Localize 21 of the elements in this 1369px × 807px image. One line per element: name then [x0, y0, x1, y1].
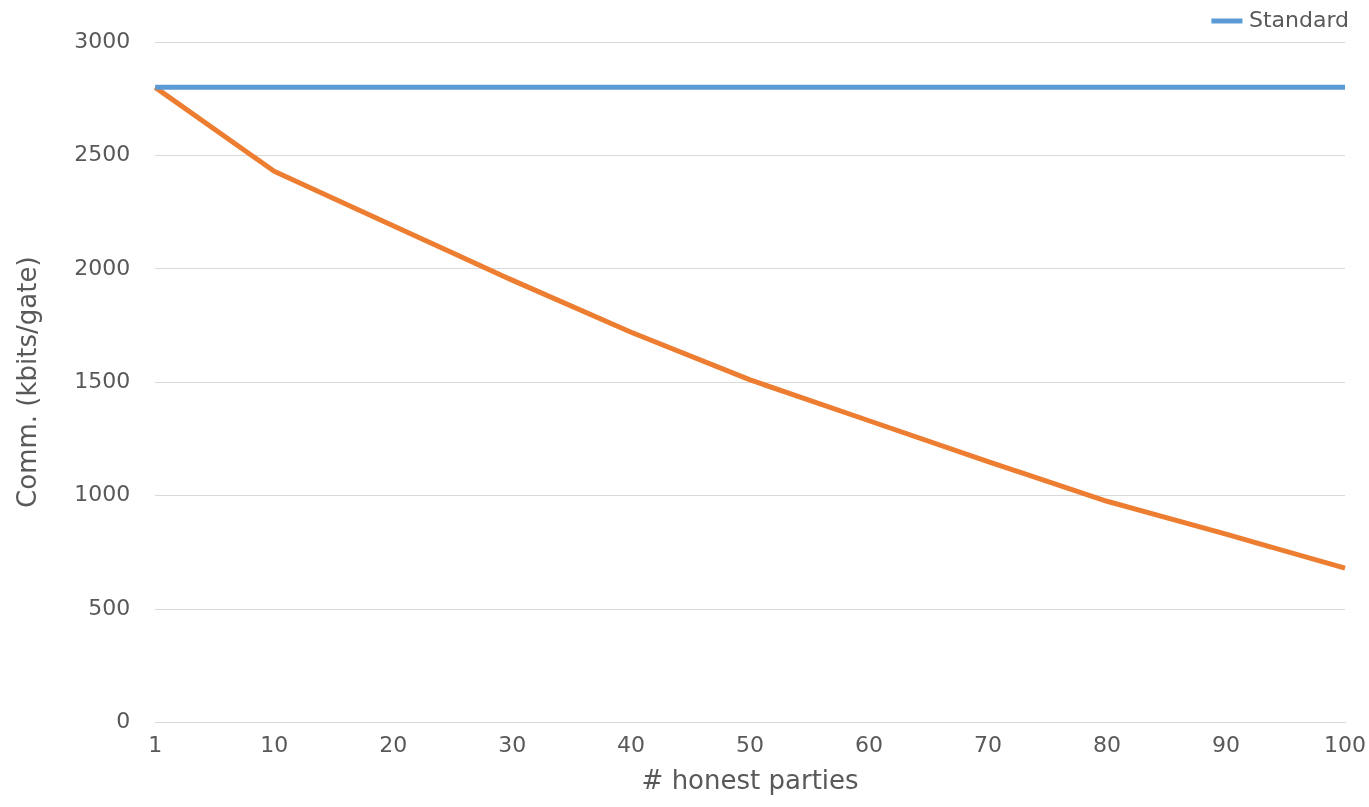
x-tick-label: 70 — [974, 732, 1003, 758]
x-tick-label: 60 — [855, 732, 884, 758]
y-axis-title: Comm. (kbits/gate) — [12, 256, 43, 508]
legend-label: Standard — [1248, 6, 1350, 32]
y-tick-label: 500 — [88, 594, 131, 620]
x-axis-title: # honest parties — [641, 765, 859, 796]
x-tick-label: 90 — [1212, 732, 1241, 758]
y-tick-label: 2000 — [74, 254, 131, 280]
x-tick-label: 100 — [1324, 732, 1366, 758]
y-tick-label: 3000 — [74, 27, 131, 53]
x-tick-label: 80 — [1093, 732, 1122, 758]
x-tick-label: 1 — [148, 732, 163, 758]
x-tick-label: 50 — [736, 732, 765, 758]
x-tick-label: 10 — [260, 732, 289, 758]
y-tick-label: 1000 — [74, 481, 131, 507]
x-tick-label: 40 — [617, 732, 646, 758]
y-tick-label: 2500 — [74, 141, 131, 167]
y-tick-label: 0 — [116, 708, 131, 734]
y-tick-label: 1500 — [74, 367, 131, 393]
x-tick-label: 20 — [379, 732, 408, 758]
x-tick-label: 30 — [498, 732, 527, 758]
